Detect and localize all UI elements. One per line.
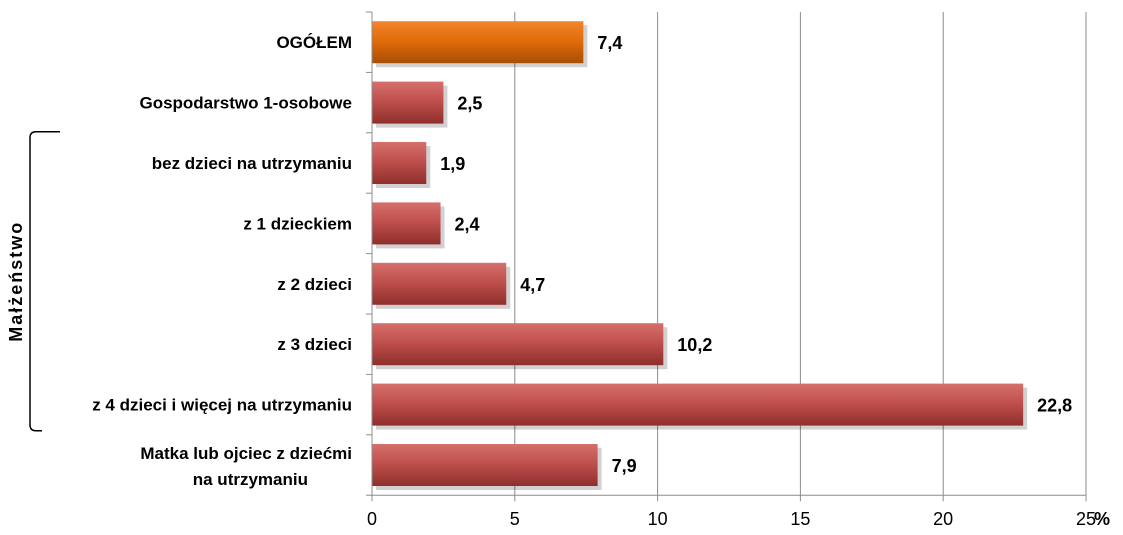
bar [372,262,507,305]
value-label: 4,7 [520,275,545,295]
value-label: 2,4 [455,214,480,234]
category-label: z 2 dzieci [277,275,352,294]
group-bracket-line [29,131,60,432]
x-tick-label: 0 [367,509,377,529]
x-tick-label: 15 [790,509,810,529]
bars [372,21,1028,490]
x-tick-label: 20 [933,509,953,529]
value-label: 22,8 [1037,396,1072,416]
bar [372,323,664,366]
category-labels: OGÓŁEM Gospodarstwo 1-osobowe bez dzieci n… [92,33,352,489]
bar [372,142,427,184]
bar [372,21,584,64]
group-bracket: Małżeństwo [6,131,60,432]
x-axis: 0 5 10 15 20 25% [366,11,1110,529]
bar [372,383,1024,426]
category-label: z 4 dzieci i więcej na utrzymaniu [92,396,352,415]
category-label: bez dzieci na utrzymaniu [152,154,352,173]
category-label: OGÓŁEM [276,33,352,52]
value-label: 1,9 [440,154,465,174]
category-label: z 3 dzieci [277,335,352,354]
value-labels: 7,4 2,5 1,9 2,4 4,7 10,2 22,8 7,9 [440,33,1072,476]
x-tick-label: 10 [648,509,668,529]
bar [372,202,441,245]
x-axis-unit: % [1094,509,1110,529]
value-label: 7,9 [612,456,637,476]
category-label: Gospodarstwo 1-osobowe [139,94,352,113]
bar [372,81,444,124]
value-label: 2,5 [457,94,482,114]
category-label: Matka lub ojciec z dziećmi na utrzymaniu [140,444,352,489]
x-tick-label: 25 [1076,509,1096,529]
bar [372,444,598,486]
value-label: 7,4 [597,33,622,53]
category-label: z 1 dzieckiem [243,214,352,233]
x-tick-label: 5 [510,509,520,529]
group-label: Małżeństwo [6,221,26,342]
value-label: 10,2 [677,335,712,355]
